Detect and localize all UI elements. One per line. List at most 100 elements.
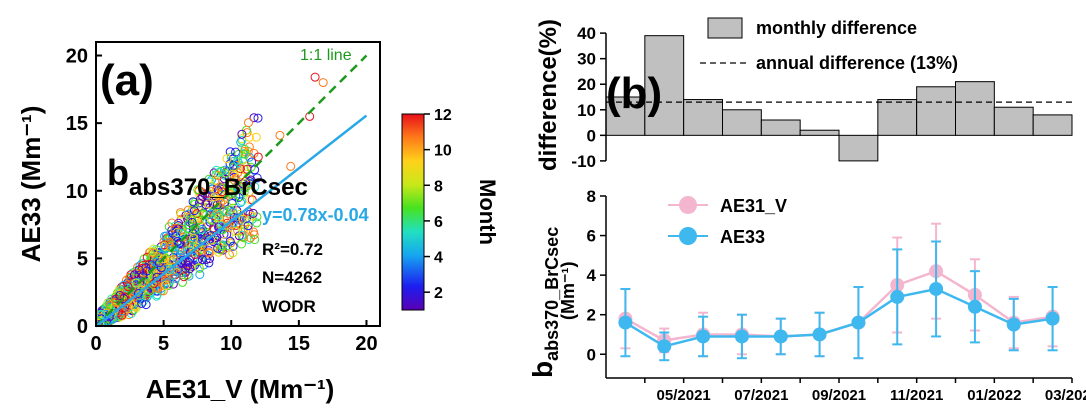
series-point <box>967 299 982 314</box>
scatter-point <box>218 195 228 205</box>
difference-bar <box>838 134 879 162</box>
difference-bar <box>605 96 646 136</box>
scatter-point <box>165 256 175 266</box>
colorbar <box>401 113 425 311</box>
scatter-point <box>198 191 208 201</box>
scatter-point <box>215 182 225 192</box>
difference-bar <box>916 86 957 136</box>
scatter-point <box>248 208 258 218</box>
scatter-point <box>231 173 241 183</box>
scatter-point <box>230 175 239 185</box>
series-y-tick-label: 8 <box>587 187 596 206</box>
scatter-point <box>228 207 238 217</box>
scatter-point <box>286 161 296 171</box>
scatter-title-main: b <box>107 152 129 193</box>
scatter-point <box>240 179 250 189</box>
series-point <box>929 281 944 296</box>
scatter-x-tick-label: 0 <box>90 333 101 355</box>
scatter-point <box>195 270 205 279</box>
scatter-point <box>200 236 210 246</box>
series-point <box>773 329 788 344</box>
scatter-point <box>229 172 239 182</box>
series-y-label-unit: (Mm⁻¹) <box>558 262 578 320</box>
scatter-point <box>213 243 223 253</box>
scatter-point <box>169 255 179 265</box>
scatter-x-tick-label: 10 <box>220 333 242 355</box>
scatter-title: babs370_BrCsec <box>107 152 308 201</box>
legend-monthly-difference: monthly difference <box>756 18 917 38</box>
scatter-point <box>228 196 238 206</box>
scatter-point <box>252 173 262 183</box>
scatter-point <box>247 214 257 224</box>
scatter-point <box>231 191 241 201</box>
scatter-x-tick-label: 15 <box>288 333 310 355</box>
scatter-point <box>120 292 129 302</box>
difference-y-tick-label: 0 <box>587 126 596 145</box>
scatter-point <box>183 257 193 267</box>
scatter-point <box>189 206 199 216</box>
scatter-point <box>243 221 253 231</box>
difference-y-tick-label: 20 <box>577 75 596 94</box>
colorbar-label: Month <box>475 179 500 245</box>
series-x-tick-label: 07/2021 <box>734 387 788 404</box>
difference-y-tick-label: 10 <box>577 101 596 120</box>
scatter-point <box>222 218 232 228</box>
colorbar-tick-label: 2 <box>434 285 443 302</box>
legend-ae31: AE31_V <box>720 196 787 216</box>
series-point <box>1006 317 1021 332</box>
scatter-point <box>178 277 187 287</box>
scatter-point <box>164 281 173 290</box>
scatter-point <box>122 297 132 306</box>
scatter-point <box>190 199 200 209</box>
series-point <box>696 329 711 344</box>
scatter-point <box>204 199 213 209</box>
scatter-point <box>212 208 222 218</box>
scatter-point <box>172 266 182 276</box>
scatter-point <box>212 200 222 210</box>
scatter-x-tick-label: 20 <box>355 333 377 355</box>
series-x-tick-label: 03/2022 <box>1045 387 1086 404</box>
scatter-point <box>146 260 156 270</box>
series-line-ae31_v <box>624 269 1053 342</box>
scatter-point <box>231 226 240 236</box>
difference-bar <box>683 99 724 136</box>
scatter-point <box>246 233 255 243</box>
scatter-point <box>159 237 169 247</box>
legend-ae33: AE33 <box>720 227 765 247</box>
difference-y-tick-label: 30 <box>577 50 596 69</box>
scatter-point <box>250 182 260 192</box>
series-y-axis-label: babs370_BrCsec (Mm⁻¹) <box>527 227 578 378</box>
series-y-tick-label: 4 <box>587 266 597 285</box>
scatter-point <box>110 292 120 302</box>
fit-equation: y=0.78x-0.04 <box>262 205 369 225</box>
scatter-point <box>187 217 197 227</box>
scatter-point <box>123 282 133 292</box>
scatter-point <box>133 289 143 298</box>
scatter-y-tick-label: 5 <box>77 248 88 270</box>
scatter-point <box>194 263 204 273</box>
scatter-point <box>228 241 238 251</box>
scatter-title-sub: abs370_BrCsec <box>129 174 308 201</box>
series-point <box>890 289 905 304</box>
scatter-point <box>148 248 158 258</box>
scatter-point <box>171 273 181 283</box>
difference-bar <box>877 99 918 136</box>
difference-y-axis-label: difference(%) <box>535 19 562 171</box>
series-x-tick-label: 05/2021 <box>657 387 711 404</box>
scatter-point <box>219 229 229 239</box>
legend-bar-swatch <box>707 17 743 39</box>
scatter-point <box>244 118 253 128</box>
scatter-point <box>183 205 193 215</box>
scatter-point <box>249 113 259 123</box>
scatter-point <box>225 236 235 246</box>
scatter-point <box>117 310 127 320</box>
scatter-point <box>175 245 185 255</box>
scatter-point <box>214 167 224 177</box>
scatter-point <box>193 185 203 195</box>
scatter-point <box>125 272 135 282</box>
series-point <box>1045 311 1060 326</box>
scatter-point <box>196 194 205 204</box>
scatter-x-tick-label: 5 <box>158 333 169 355</box>
difference-bar <box>993 106 1034 136</box>
